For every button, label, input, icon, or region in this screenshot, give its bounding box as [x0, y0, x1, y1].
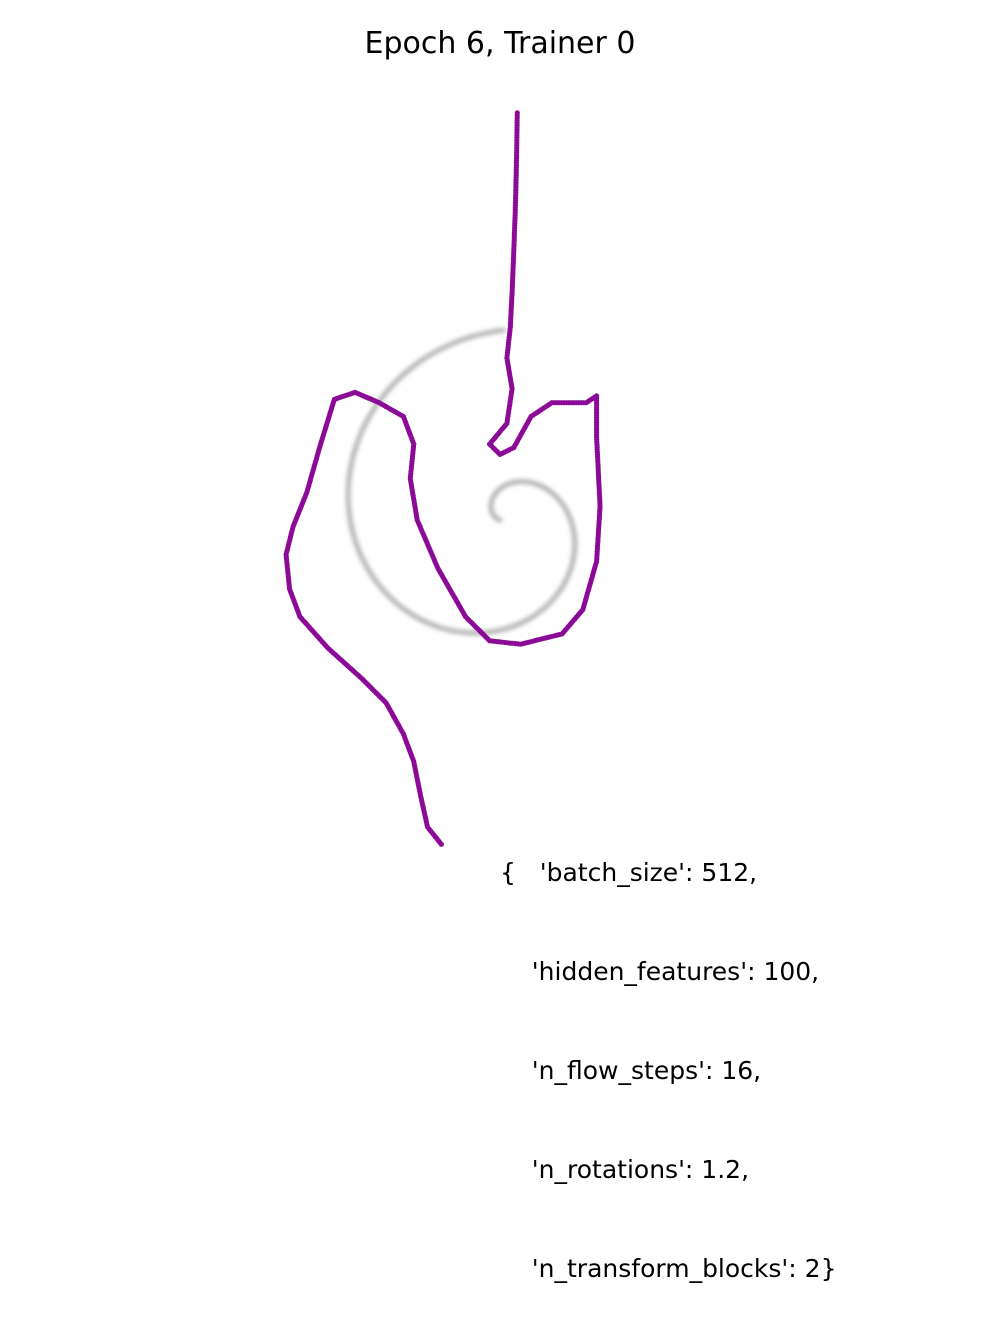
hyperparameter-text: { 'batch_size': 512, 'hidden_features': … — [500, 790, 836, 1318]
target-spiral — [345, 327, 578, 636]
chart-title: Epoch 6, Trainer 0 — [364, 26, 636, 61]
sample-point — [438, 841, 444, 847]
param-line-n-transform-blocks: 'n_transform_blocks': 2} — [500, 1254, 837, 1283]
plot-area — [283, 110, 603, 847]
target-spiral-curve — [345, 327, 578, 636]
param-line-n-flow-steps: 'n_flow_steps': 16, — [500, 1056, 762, 1085]
param-line-n-rotations: 'n_rotations': 1.2, — [500, 1155, 750, 1184]
flow-samples — [283, 110, 603, 847]
param-line-batch-size: { 'batch_size': 512, — [500, 858, 758, 887]
param-line-hidden-features: 'hidden_features': 100, — [500, 957, 820, 986]
